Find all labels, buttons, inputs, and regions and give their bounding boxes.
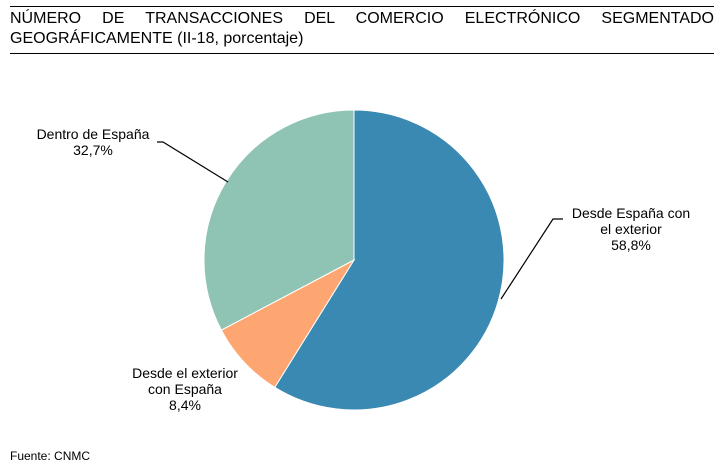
slice-value: 58,8%: [611, 237, 651, 253]
slice-label-line: el exterior: [600, 221, 662, 237]
slice-label-line: Desde España con: [572, 205, 690, 221]
pie-slices: [203, 109, 505, 411]
slice-value: 32,7%: [73, 142, 113, 158]
slice-value: 8,4%: [169, 397, 201, 413]
slice-labels: Desde España con el exterior 58,8% Desde el…: [37, 126, 691, 413]
slice-label-line: con España: [148, 381, 222, 397]
chart-title-line-1: NÚMERO DE TRANSACCIONES DEL COMERCIO ELE…: [10, 10, 714, 27]
source-note: Fuente: CNMC: [10, 449, 91, 463]
chart-header: NÚMERO DE TRANSACCIONES DEL COMERCIO ELE…: [10, 6, 714, 54]
pie-slice: [274, 109, 505, 411]
chart-title: NÚMERO DE TRANSACCIONES DEL COMERCIO ELE…: [10, 9, 714, 49]
leader-line: [157, 141, 229, 183]
slice-label-line: Dentro de España: [37, 126, 150, 142]
chart-title-line-2: GEOGRÁFICAMENTE (II-18, porcentaje): [10, 30, 304, 47]
slice-label: Desde el exterior con España 8,4%: [132, 365, 238, 413]
slice-label: Desde España con el exterior 58,8%: [572, 205, 690, 253]
slice-label: Dentro de España 32,7%: [37, 126, 150, 158]
pie-slice: [203, 109, 355, 331]
slice-label-line: Desde el exterior: [132, 365, 238, 381]
leader-lines: [157, 141, 563, 300]
leader-line: [500, 218, 563, 300]
